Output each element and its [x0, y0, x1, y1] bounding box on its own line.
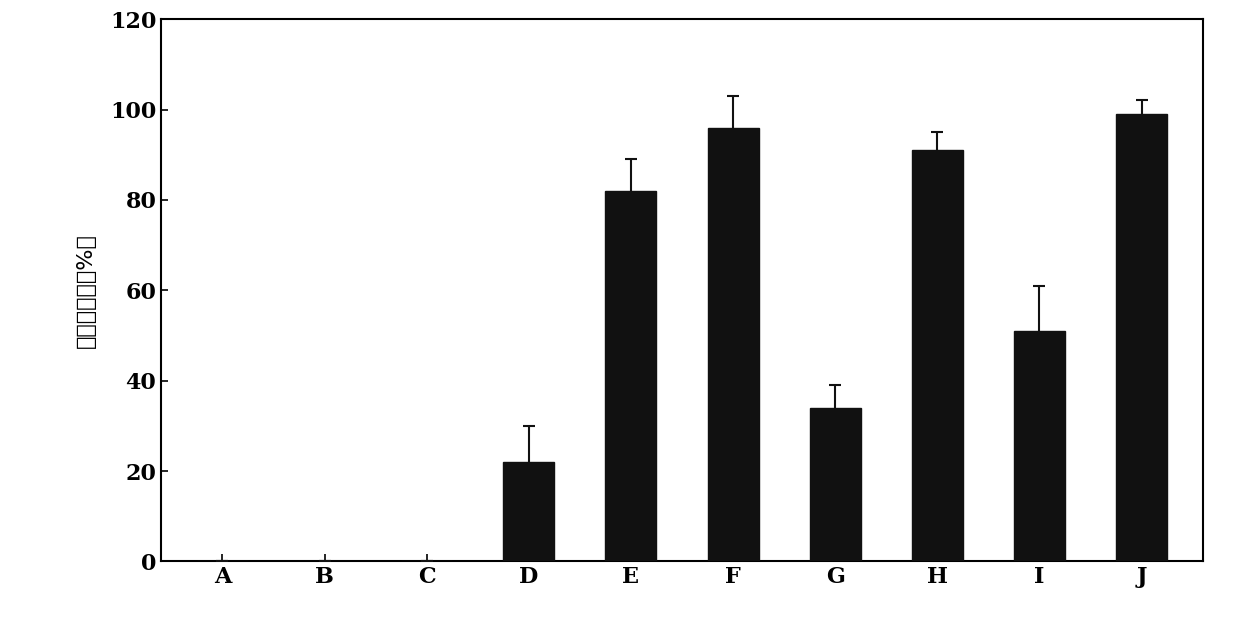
Bar [1014, 331, 1065, 561]
Bar [1116, 114, 1167, 561]
Bar [503, 462, 554, 561]
Bar [708, 128, 759, 561]
Bar [810, 408, 861, 561]
Y-axis label: 相对抑制率（%）: 相对抑制率（%） [76, 233, 95, 348]
Bar [605, 191, 656, 561]
Bar [911, 150, 962, 561]
